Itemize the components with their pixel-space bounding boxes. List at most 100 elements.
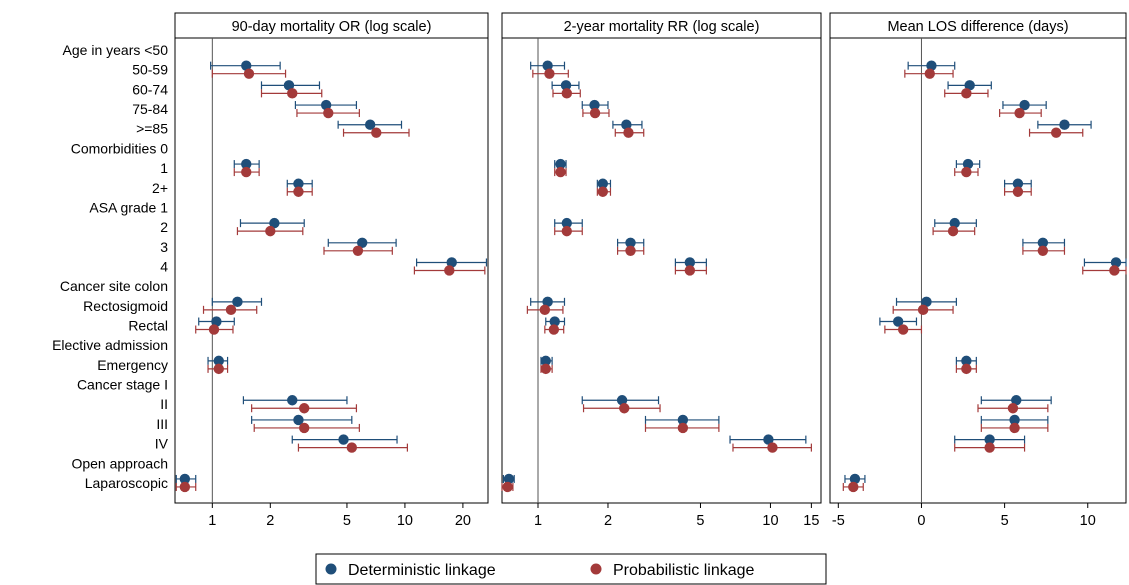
point-estimate xyxy=(961,363,972,375)
row-label: Age in years <50 xyxy=(63,42,169,58)
point-estimate xyxy=(1059,119,1070,130)
row-label: Cancer site colon xyxy=(60,278,168,294)
row-label: Elective admission xyxy=(52,337,168,353)
row-label: Comorbidities 0 xyxy=(71,140,168,156)
panel-title-box xyxy=(174,12,489,39)
point-estimate xyxy=(560,80,572,91)
point-estimate xyxy=(1037,245,1049,256)
point-estimate xyxy=(299,422,310,434)
point-estimate xyxy=(621,119,632,130)
x-tick-label: 0 xyxy=(917,513,925,529)
point-estimate xyxy=(1011,395,1022,406)
point-estimate xyxy=(232,296,243,308)
panel-title-box xyxy=(501,12,822,39)
point-estimate xyxy=(949,217,960,229)
x-tick-label: 2 xyxy=(604,513,612,529)
point-estimate xyxy=(684,257,696,268)
point-estimate xyxy=(446,257,457,268)
point-estimate xyxy=(1007,403,1019,414)
row-label: Rectal xyxy=(128,318,168,334)
point-estimate xyxy=(225,304,237,316)
point-estimate xyxy=(299,403,310,414)
point-estimate xyxy=(763,434,774,445)
point-estimate xyxy=(1037,237,1049,248)
point-estimate xyxy=(283,80,295,91)
point-estimate xyxy=(293,186,304,197)
row-label: 4 xyxy=(160,258,168,274)
point-estimate xyxy=(293,414,304,426)
point-estimate xyxy=(684,265,696,276)
point-estimate xyxy=(213,363,224,375)
row-label: >=85 xyxy=(136,121,168,137)
point-estimate xyxy=(561,217,572,229)
point-estimate xyxy=(1019,99,1030,111)
x-tick-label: 1 xyxy=(208,513,216,529)
point-estimate xyxy=(897,324,909,335)
point-estimate xyxy=(364,119,376,130)
point-estimate xyxy=(924,68,935,79)
row-label: 1 xyxy=(160,160,168,176)
row-label: Emergency xyxy=(97,357,168,373)
row-labels: Age in years <50 50-59 60-74 75-84 >=85 Comor… xyxy=(52,42,169,491)
point-estimate xyxy=(371,127,382,138)
point-estimate xyxy=(540,355,551,367)
point-estimate xyxy=(243,68,255,79)
x-tick-label: 20 xyxy=(455,513,471,529)
panel-title: 90-day mortality OR (log scale) xyxy=(232,19,432,35)
x-tick-label: 5 xyxy=(696,513,704,529)
panel-title: 2-year mortality RR (log scale) xyxy=(564,19,760,35)
point-estimate xyxy=(544,68,555,79)
row-label: IV xyxy=(155,436,169,452)
point-estimate xyxy=(1012,178,1024,189)
point-estimate xyxy=(555,166,566,178)
point-estimate xyxy=(1050,127,1062,138)
row-label: 2+ xyxy=(152,180,168,196)
panel: Mean LOS difference (days) -5 0 5 10 xyxy=(829,12,1127,529)
panel-title: Mean LOS difference (days) xyxy=(887,19,1068,35)
point-estimate xyxy=(597,178,608,189)
panel: 90-day mortality OR (log scale) 1 2 5 10 20 xyxy=(174,12,489,529)
panel-frame xyxy=(829,37,1127,504)
point-estimate xyxy=(540,363,551,375)
legend-marker xyxy=(325,563,337,575)
point-estimate xyxy=(964,80,975,91)
point-estimate xyxy=(561,225,572,237)
x-tick-label: 10 xyxy=(1080,513,1096,529)
row-label: 50-59 xyxy=(132,62,168,78)
point-estimate xyxy=(1012,186,1024,197)
x-tick-label: 5 xyxy=(343,513,351,529)
point-estimate xyxy=(677,422,689,434)
point-estimate xyxy=(503,473,515,485)
point-estimate xyxy=(539,304,551,316)
point-estimate xyxy=(947,225,959,237)
legend-label: Deterministic linkage xyxy=(348,562,496,579)
panel: 2-year mortality RR (log scale) 1 2 5 10 15 xyxy=(501,12,822,529)
point-estimate xyxy=(208,324,220,335)
point-estimate xyxy=(926,60,937,71)
point-estimate xyxy=(241,158,252,170)
legend-marker xyxy=(590,563,602,575)
point-estimate xyxy=(625,237,636,248)
point-estimate xyxy=(892,316,904,327)
plot-panels: 90-day mortality OR (log scale)1 2 5 10 202-… xyxy=(174,12,1127,529)
x-tick-label: 2 xyxy=(266,513,274,529)
point-estimate xyxy=(1014,107,1025,119)
point-estimate xyxy=(597,186,608,197)
row-label: Laparoscopic xyxy=(85,475,168,491)
legend-box xyxy=(315,553,827,585)
x-tick-label: 15 xyxy=(803,513,819,529)
point-estimate xyxy=(1109,265,1120,276)
point-estimate xyxy=(961,88,972,99)
point-estimate xyxy=(625,245,636,256)
point-estimate xyxy=(619,403,630,414)
point-estimate xyxy=(1009,414,1020,426)
row-label: ASA grade 1 xyxy=(89,199,168,215)
point-estimate xyxy=(549,316,560,327)
point-estimate xyxy=(848,481,859,493)
point-estimate xyxy=(213,355,224,367)
row-label: Cancer stage I xyxy=(77,377,168,393)
row-label: III xyxy=(156,416,168,432)
x-tick-label: 10 xyxy=(762,513,778,529)
point-estimate xyxy=(542,60,553,71)
